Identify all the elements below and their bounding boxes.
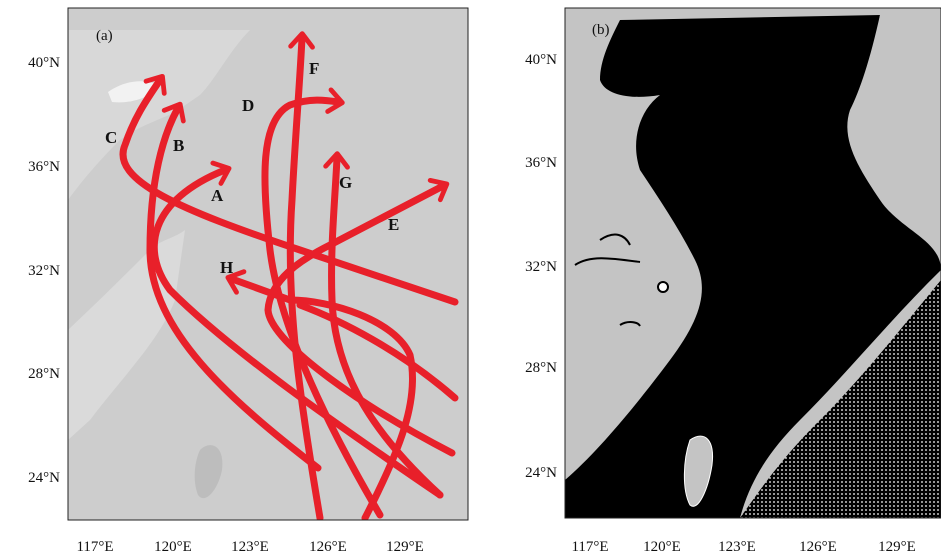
track-b xyxy=(146,101,322,472)
y-tick-label: 24°N xyxy=(525,465,557,481)
y-tick-label: 32°N xyxy=(525,259,557,275)
x-tick-label: 117°E xyxy=(76,539,113,555)
panel-label: (a) xyxy=(96,28,113,44)
x-tick-label: 126°E xyxy=(799,539,837,555)
map-b xyxy=(565,8,941,518)
track-a xyxy=(150,160,444,499)
y-tick-label: 40°N xyxy=(28,55,60,71)
panel-label: (b) xyxy=(592,22,610,38)
track-label: H xyxy=(220,258,233,277)
x-tick-label: 126°E xyxy=(309,539,347,555)
track-label: D xyxy=(242,96,254,115)
track-label: E xyxy=(388,215,399,234)
map-a xyxy=(68,8,468,520)
track-h xyxy=(225,269,416,520)
y-tick-label: 24°N xyxy=(28,470,60,486)
x-tick-label: 129°E xyxy=(878,539,916,555)
y-tick-label: 36°N xyxy=(28,159,60,175)
y-tick-label: 28°N xyxy=(525,360,557,376)
y-tick-label: 36°N xyxy=(525,155,557,171)
lake xyxy=(657,281,669,293)
deep-sea-mesh xyxy=(740,280,941,518)
frame xyxy=(67,7,469,521)
track-f xyxy=(286,31,324,520)
y-axis-b: 40°N 36°N 32°N 28°N 24°N xyxy=(525,52,557,481)
panel-b: (b) 40°N 36°N 32°N 28°N 24°N 117°E 120°E… xyxy=(525,7,941,555)
x-tick-label: 129°E xyxy=(386,539,424,555)
x-tick-label: 123°E xyxy=(231,539,269,555)
track-label: G xyxy=(339,173,352,192)
x-axis-a: 117°E 120°E 123°E 126°E 129°E xyxy=(76,539,423,555)
x-tick-label: 120°E xyxy=(154,539,192,555)
y-tick-label: 32°N xyxy=(28,263,60,279)
x-tick-label: 120°E xyxy=(643,539,681,555)
track-h-branch xyxy=(296,301,459,402)
x-tick-label: 117°E xyxy=(571,539,608,555)
y-tick-label: 40°N xyxy=(525,52,557,68)
y-axis-a: 40°N 36°N 32°N 28°N 24°N xyxy=(28,55,60,486)
land-north xyxy=(68,30,250,200)
taiwan xyxy=(683,435,714,507)
shelf-sea-mesh xyxy=(565,15,941,518)
track-label: B xyxy=(173,136,184,155)
y-tick-label: 28°N xyxy=(28,366,60,382)
track-label: C xyxy=(105,128,117,147)
frame xyxy=(564,7,941,519)
coastal-features xyxy=(574,233,641,327)
panel-a: (a) A B C D E F G H 40°N 36°N 32°N 28°N … xyxy=(28,7,469,555)
x-axis-b: 117°E 120°E 123°E 126°E 129°E xyxy=(571,539,915,555)
korea xyxy=(856,10,941,240)
track-label: F xyxy=(309,59,319,78)
taiwan xyxy=(194,445,223,499)
track-e xyxy=(264,177,456,457)
x-tick-label: 123°E xyxy=(718,539,756,555)
track-label: A xyxy=(211,186,224,205)
track-c xyxy=(119,73,459,306)
